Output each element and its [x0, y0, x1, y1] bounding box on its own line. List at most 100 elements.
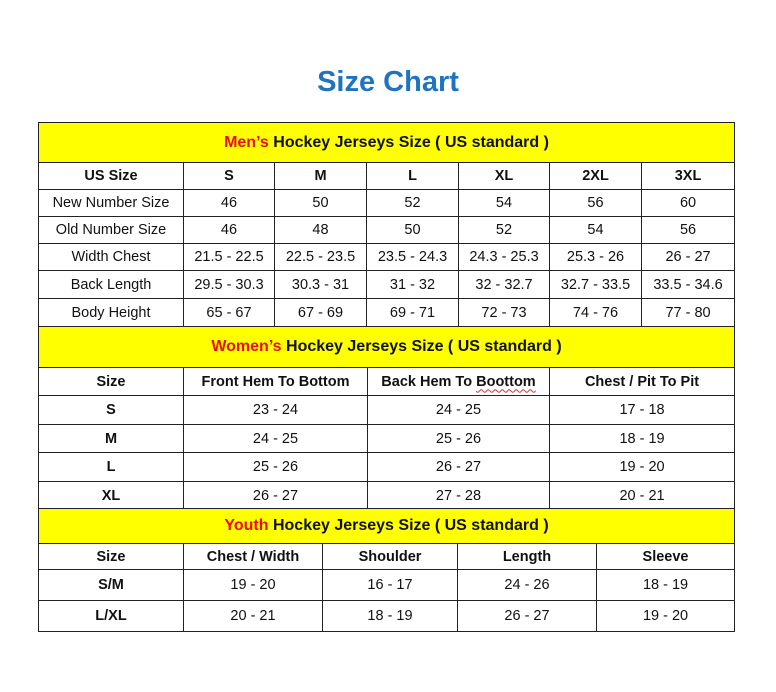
table-row: S 23 - 24 24 - 25 17 - 18: [38, 395, 736, 425]
column-header-label: L: [408, 168, 417, 184]
table-cell: 24 - 26: [457, 569, 597, 601]
table-row: Body Height 65 - 67 67 - 69 69 - 71 72 - 73 7…: [38, 298, 736, 327]
column-header: Length: [457, 543, 597, 570]
table-row: L/XL 20 - 21 18 - 19 26 - 27 19 - 20: [38, 600, 736, 632]
table-cell: 25.3 - 26: [549, 243, 642, 271]
column-header: 2XL: [549, 162, 642, 190]
column-header-label: Front Hem To Bottom: [201, 373, 350, 390]
table-cell: 21.5 - 22.5: [183, 243, 275, 271]
table-cell: 56: [549, 189, 642, 217]
column-header-label: Size: [96, 373, 126, 390]
column-header-label: 2XL: [582, 168, 609, 184]
column-header: Chest / Width: [183, 543, 323, 570]
table-cell: 77 - 80: [640, 298, 736, 327]
table-cell: 23.5 - 24.3: [366, 243, 459, 271]
table-row: M 24 - 25 25 - 26 18 - 19: [38, 424, 736, 453]
row-label: L/XL: [38, 600, 184, 632]
table-cell: 32 - 32.7: [458, 270, 550, 299]
table-cell: 60: [640, 189, 736, 217]
mens-section-header: Men’s Hockey Jerseys Size ( US standard …: [37, 122, 736, 163]
column-header: Back Hem To Boottom: [367, 367, 550, 396]
table-cell: 19 - 20: [183, 569, 323, 601]
mens-size-table: Men’s Hockey Jerseys Size ( US standard …: [37, 122, 736, 327]
column-header-label: Shoulder: [358, 548, 422, 565]
table-cell: 50: [366, 216, 459, 244]
column-header: Front Hem To Bottom: [183, 367, 368, 396]
misspelled-word: Boottom: [476, 373, 536, 390]
table-cell: 32.7 - 33.5: [549, 270, 642, 299]
table-cell: 26 - 27: [367, 452, 550, 482]
table-row: S/M 19 - 20 16 - 17 24 - 26 18 - 19: [38, 569, 736, 601]
header-row: Size Front Hem To Bottom Back Hem To Boott…: [38, 367, 736, 396]
table-cell: 46: [183, 216, 275, 244]
table-cell: 20 - 21: [183, 600, 323, 632]
table-cell: 74 - 76: [549, 298, 642, 327]
table-cell: 52: [366, 189, 459, 217]
column-header: XL: [458, 162, 550, 190]
table-cell: 19 - 20: [548, 452, 736, 482]
table-cell: 24.3 - 25.3: [458, 243, 550, 271]
mens-label: Men’s: [224, 133, 269, 151]
table-row: XL 26 - 27 27 - 28 20 - 21: [38, 481, 736, 510]
column-header-label: Length: [502, 548, 552, 565]
column-header: Size: [38, 543, 184, 570]
row-label: S: [38, 395, 184, 425]
table-cell: 67 - 69: [274, 298, 367, 327]
column-header: M: [274, 162, 367, 190]
column-header-label: XL: [494, 168, 514, 184]
table-cell: 54: [458, 189, 550, 217]
youth-section-header: Youth Hockey Jerseys Size ( US standard …: [37, 508, 736, 544]
header-row: US Size S M L XL 2XL 3XL: [38, 162, 736, 190]
table-cell: 24 - 25: [183, 424, 368, 453]
column-header-label: Sleeve: [642, 548, 689, 565]
column-header: Shoulder: [322, 543, 458, 570]
womens-label: Women’s: [211, 338, 282, 355]
column-header: US Size: [38, 162, 184, 190]
table-cell: 69 - 71: [366, 298, 459, 327]
table-cell: 65 - 67: [183, 298, 275, 327]
table-cell: 18 - 19: [548, 424, 736, 453]
table-cell: 31 - 32: [366, 270, 459, 299]
table-row: Back Length 29.5 - 30.3 30.3 - 31 31 - 32 32…: [38, 270, 736, 299]
column-header-label: S: [224, 168, 234, 184]
table-row: L 25 - 26 26 - 27 19 - 20: [38, 452, 736, 482]
table-cell: 46: [183, 189, 275, 217]
table-cell: 54: [549, 216, 642, 244]
row-label: Back Length: [38, 270, 184, 299]
youth-size-table: Youth Hockey Jerseys Size ( US standard …: [37, 508, 736, 632]
table-cell: 48: [274, 216, 367, 244]
column-header: 3XL: [640, 162, 736, 190]
table-row: Width Chest 21.5 - 22.5 22.5 - 23.5 23.5 - …: [38, 243, 736, 271]
row-label: Width Chest: [38, 243, 184, 271]
page-title: Size Chart: [317, 66, 459, 98]
column-header-label: Size: [96, 548, 126, 565]
youth-label: Youth: [224, 517, 269, 534]
table-row: New Number Size 46 50 52 54 56 60: [38, 189, 736, 217]
table-cell: 23 - 24: [183, 395, 368, 425]
womens-size-table: Women’s Hockey Jerseys Size ( US standar…: [37, 326, 736, 510]
row-label: XL: [38, 481, 184, 510]
row-label: Old Number Size: [38, 216, 184, 244]
table-cell: 25 - 26: [367, 424, 550, 453]
table-cell: 26 - 27: [640, 243, 736, 271]
column-header-label: M: [314, 168, 327, 184]
table-cell: 27 - 28: [367, 481, 550, 510]
section-title: Hockey Jerseys Size ( US standard ): [281, 338, 562, 355]
column-header: Size: [38, 367, 184, 396]
table-cell: 30.3 - 31: [274, 270, 367, 299]
table-cell: 26 - 27: [183, 481, 368, 510]
column-header: Chest / Pit To Pit: [548, 367, 736, 396]
table-row: Old Number Size 46 48 50 52 54 56: [38, 216, 736, 244]
column-header-label: 3XL: [674, 168, 702, 184]
row-label: Body Height: [38, 298, 184, 327]
row-label: L: [38, 452, 184, 482]
section-title: Hockey Jerseys Size ( US standard ): [268, 517, 549, 534]
table-cell: 20 - 21: [548, 481, 736, 510]
column-header-label: Chest / Pit To Pit: [584, 373, 700, 390]
table-cell: 22.5 - 23.5: [274, 243, 367, 271]
column-header-label: Back Hem To: [381, 373, 477, 390]
table-cell: 24 - 25: [367, 395, 550, 425]
header-row: Size Chest / Width Shoulder Length Sleeve: [38, 543, 736, 570]
table-cell: 72 - 73: [458, 298, 550, 327]
table-cell: 18 - 19: [595, 569, 736, 601]
